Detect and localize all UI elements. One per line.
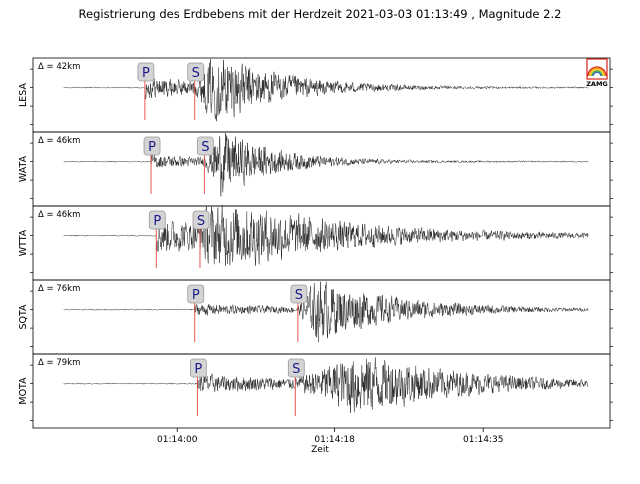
panel-frame xyxy=(32,205,611,281)
logo-arc xyxy=(591,70,603,77)
station-label: WTTA xyxy=(18,229,29,256)
station-panel: P S Δ = 76km SQTA xyxy=(18,279,613,355)
logo-arc xyxy=(592,71,602,77)
station-panel: P S Δ = 42km LESA xyxy=(18,57,613,133)
station-panel: P S Δ = 46km WTTA xyxy=(18,204,613,281)
x-tick-label: 01:14:00 xyxy=(157,435,198,445)
p-wave-pick-label: P xyxy=(192,288,200,303)
distance-label: Δ = 79km xyxy=(38,358,80,368)
s-wave-pick-box xyxy=(192,210,210,230)
p-wave-pick-label: P xyxy=(194,362,202,377)
s-wave-pick-box xyxy=(196,136,214,156)
logo-arc xyxy=(589,68,605,77)
s-wave-pick-label: S xyxy=(292,362,300,377)
x-tick-label: 01:14:35 xyxy=(463,435,503,445)
waveform-trace xyxy=(63,133,589,197)
waveform-trace xyxy=(63,357,589,414)
zamg-logo: ZAMG xyxy=(586,58,608,88)
s-wave-pick-box xyxy=(287,358,305,378)
p-wave-pick-box xyxy=(148,210,166,230)
x-axis: 01:14:00 01:14:18 01:14:35 xyxy=(157,428,503,445)
distance-label: Δ = 42km xyxy=(38,62,80,72)
waveform-trace xyxy=(63,59,589,122)
s-wave-pick-label: S xyxy=(197,214,205,229)
station-label: SQTA xyxy=(18,304,29,330)
station-label: LESA xyxy=(18,83,29,108)
station-panels: P S Δ = 42km LESA P S Δ = 46km WATA P S Δ = 46km WT… xyxy=(18,57,613,429)
distance-label: Δ = 76km xyxy=(38,284,80,294)
s-wave-pick-box xyxy=(290,284,308,304)
s-wave-pick-box xyxy=(187,62,205,82)
waveform-trace xyxy=(63,281,589,343)
p-wave-pick-box xyxy=(187,284,205,304)
p-wave-pick-label: P xyxy=(148,140,156,155)
distance-label: Δ = 46km xyxy=(38,136,80,146)
panel-frame xyxy=(32,131,611,207)
panel-frame xyxy=(32,57,611,133)
distance-label: Δ = 46km xyxy=(38,210,80,220)
s-wave-pick-label: S xyxy=(201,140,209,155)
station-panel: P S Δ = 46km WATA xyxy=(18,131,613,207)
station-panel: P S Δ = 79km MOTA xyxy=(18,353,613,429)
p-wave-pick-box xyxy=(143,136,161,156)
logo-arc xyxy=(587,66,607,77)
station-label: WATA xyxy=(18,155,29,182)
p-wave-pick-label: P xyxy=(153,214,161,229)
s-wave-pick-label: S xyxy=(295,288,303,303)
s-wave-pick-label: S xyxy=(192,66,200,81)
x-tick-label: 01:14:18 xyxy=(314,435,355,445)
panel-frame xyxy=(32,279,611,355)
logo-arc xyxy=(588,67,606,77)
station-label: MOTA xyxy=(18,377,29,405)
logo-text: ZAMG xyxy=(586,80,608,88)
x-axis-label: Zeit xyxy=(311,445,329,455)
waveform-trace xyxy=(63,204,589,266)
chart-title: Registrierung des Erdbebens mit der Herd… xyxy=(79,7,562,21)
p-wave-pick-label: P xyxy=(142,66,150,81)
p-wave-pick-box xyxy=(189,358,207,378)
panel-frame xyxy=(32,353,611,429)
p-wave-pick-box xyxy=(137,62,155,82)
